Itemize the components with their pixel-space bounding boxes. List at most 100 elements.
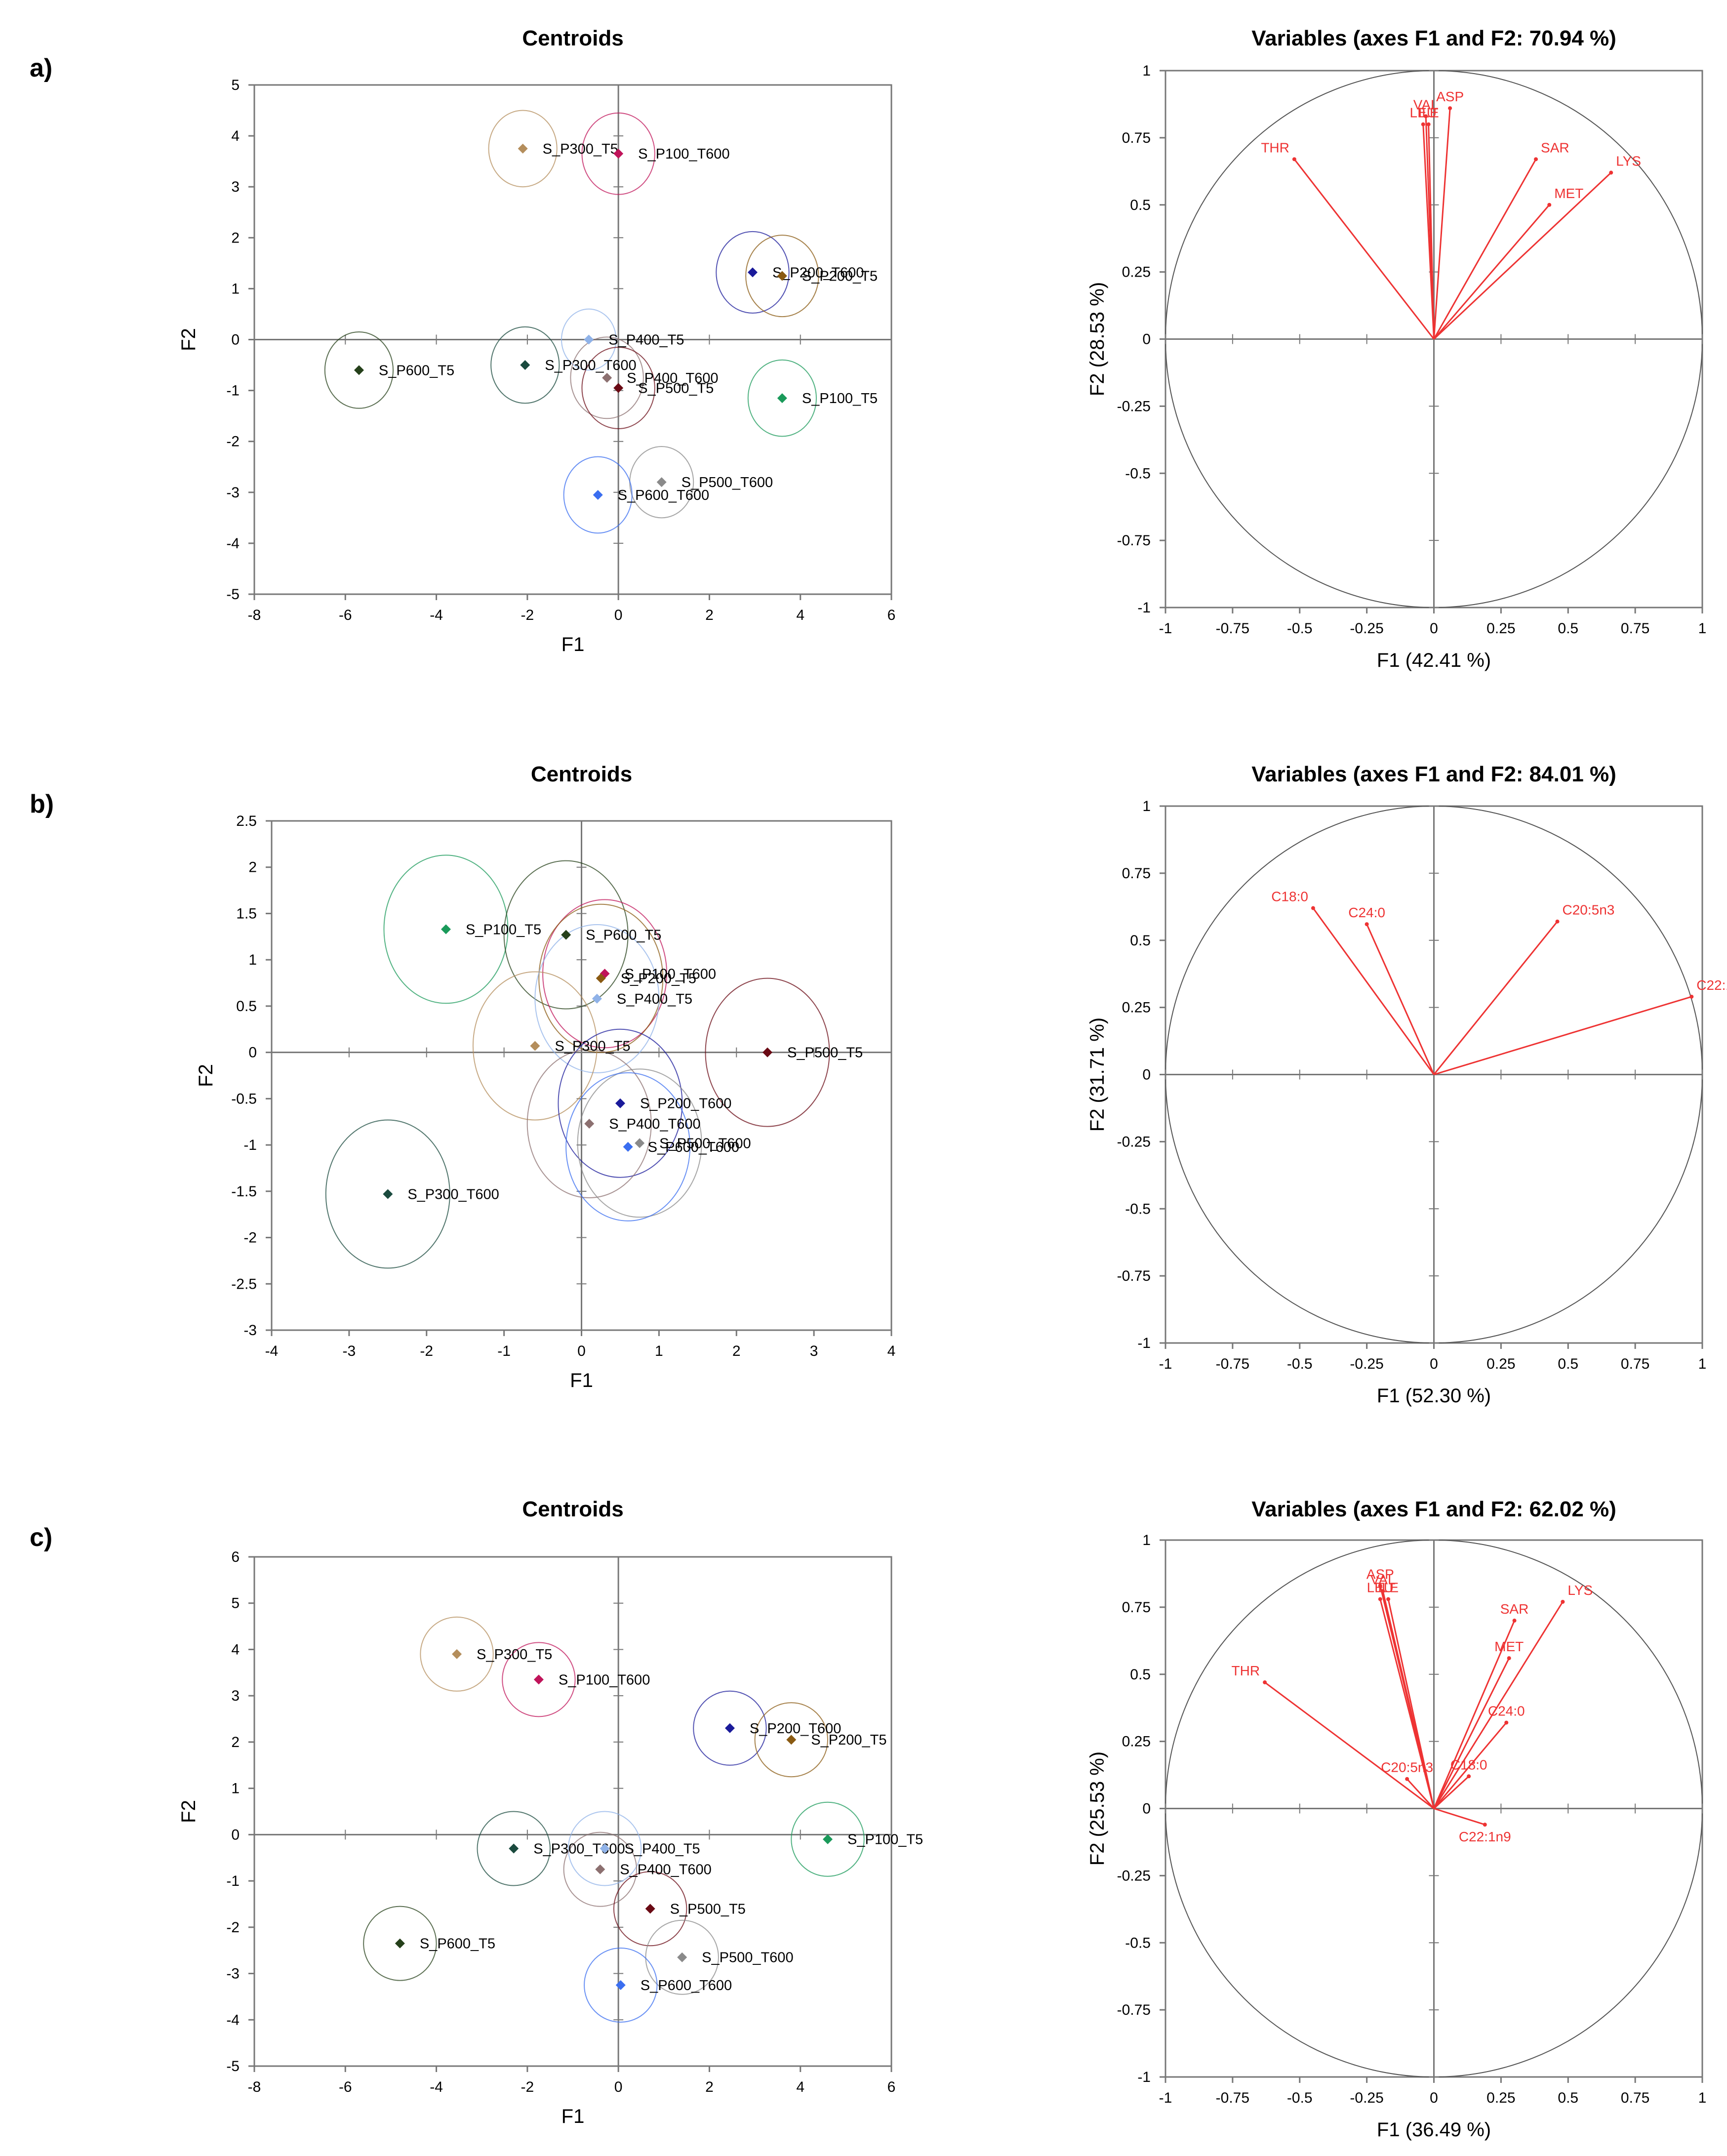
centroid-point <box>441 924 451 935</box>
loading-vector <box>1434 996 1692 1075</box>
x-tick-label: -0.75 <box>1216 620 1249 637</box>
centroid-point <box>635 1138 645 1148</box>
y-tick-label: 0.5 <box>1130 933 1151 949</box>
point-label: S_P100_T600 <box>638 146 729 162</box>
vector-tip <box>1561 1600 1565 1604</box>
x-tick-label: 0.5 <box>1558 2090 1578 2106</box>
vector-label: C20:5n3 <box>1563 902 1615 918</box>
vector-label: LYS <box>1567 1583 1593 1598</box>
point-label: S_P600_T600 <box>648 1139 739 1155</box>
vector-tip <box>1263 1680 1267 1685</box>
confidence-ellipse <box>567 1811 642 1886</box>
y-tick-label: 0 <box>1142 331 1151 348</box>
x-tick-label: 6 <box>887 607 896 623</box>
point-label: S_P400_T5 <box>617 991 692 1007</box>
x-tick-label: -0.5 <box>1287 1356 1313 1372</box>
x-axis-label: F1 (52.30 %) <box>1377 1385 1491 1407</box>
vector-tip <box>1311 906 1315 910</box>
point-label: S_P100_T5 <box>802 391 878 407</box>
point-label: S_P500_T600 <box>659 1136 751 1151</box>
x-tick-label: 3 <box>810 1343 818 1359</box>
x-tick-label: -8 <box>248 607 261 623</box>
chart-c-variables: Variables (axes F1 and F2: 62.02 %) -1 -0.… <box>1086 1497 1706 2141</box>
x-tick-label: 1 <box>1698 2090 1707 2106</box>
chart-a-centroids: Centroids -8 -6 -4 -2 0 2 4 6 -5 -4 -3 -2 -1 0 1 2 3 4 5 F1 F… <box>178 26 895 655</box>
point-label: S_P100_T600 <box>559 1672 650 1688</box>
y-tick-label: -0.25 <box>1117 1868 1151 1884</box>
y-tick-label: 0 <box>231 332 240 348</box>
point-label: S_P300_T600 <box>407 1186 499 1202</box>
x-tick-label: 2 <box>705 607 714 623</box>
y-tick-label: 0 <box>1142 1801 1151 1817</box>
x-tick-label: 0.5 <box>1558 620 1578 637</box>
point-label: S_P600_T5 <box>420 1936 495 1952</box>
point-label: S_P400_T600 <box>620 1862 711 1878</box>
y-tick-label: -0.75 <box>1117 1268 1151 1284</box>
y-tick-label: 1 <box>1142 1532 1151 1548</box>
loading-vector <box>1293 159 1435 340</box>
x-tick-label: -1 <box>1159 1356 1172 1372</box>
point-label: S_P500_T5 <box>787 1045 863 1061</box>
y-tick-label: -1 <box>1137 1335 1151 1351</box>
centroid-point <box>600 1843 610 1854</box>
vector-label: SAR <box>1500 1601 1529 1617</box>
vector-tip <box>1467 1774 1471 1779</box>
vector-tip <box>1448 106 1452 111</box>
confidence-ellipse <box>705 977 830 1127</box>
y-tick-label: -1 <box>226 1873 240 1889</box>
confidence-ellipse <box>420 1616 494 1692</box>
loading-vector <box>1433 921 1558 1075</box>
centroid-point <box>354 365 364 375</box>
x-tick-label: -2 <box>521 607 534 623</box>
centroid-point <box>823 1834 833 1844</box>
x-axis-label: F1 <box>562 2106 585 2127</box>
x-tick-label: 4 <box>796 2079 804 2095</box>
confidence-ellipse <box>490 326 560 404</box>
confidence-ellipse <box>584 1947 658 2023</box>
loading-vector <box>1433 172 1612 340</box>
y-tick-label: -1 <box>1137 2069 1151 2085</box>
point-label: S_P100_T5 <box>466 922 541 937</box>
loading-vector <box>1433 108 1451 339</box>
panel-label-a: a) <box>30 54 52 82</box>
y-tick-label: -0.5 <box>1125 465 1151 482</box>
x-tick-label: -2 <box>420 1343 433 1359</box>
x-tick-label: 2 <box>705 2079 714 2095</box>
vector-tip <box>1609 170 1613 175</box>
x-tick-label: -6 <box>339 2079 352 2095</box>
loading-vector <box>1434 1808 1486 1826</box>
y-tick-label: 3 <box>231 179 240 195</box>
vector-label: LEU <box>1410 105 1437 121</box>
centroid-point <box>584 1118 595 1129</box>
y-tick-label: -5 <box>226 2058 240 2075</box>
centroid-point <box>656 477 667 488</box>
confidence-ellipse <box>747 359 817 437</box>
y-tick-label: -3 <box>226 1966 240 1982</box>
y-tick-label: 0.5 <box>236 998 257 1015</box>
y-tick-label: 1 <box>1142 798 1151 814</box>
y-axis-label: F2 (31.71 %) <box>1086 1017 1108 1132</box>
confidence-ellipse <box>542 899 668 1049</box>
point-label: S_P200_T5 <box>811 1732 886 1748</box>
vector-label: VAL <box>1413 97 1439 112</box>
x-tick-label: 0.75 <box>1621 1356 1649 1372</box>
vector-label: VAL <box>1370 1572 1396 1587</box>
y-tick-label: -0.75 <box>1117 2002 1151 2018</box>
point-label: S_P300_T600 <box>545 358 636 373</box>
centroid-point <box>777 271 787 281</box>
y-tick-label: -0.5 <box>231 1091 257 1107</box>
y-tick-label: 0.75 <box>1122 1599 1151 1616</box>
confidence-ellipse <box>324 331 394 409</box>
vector-label: MET <box>1494 1639 1524 1654</box>
centroid-point <box>602 372 612 383</box>
vector-tip <box>1426 122 1431 126</box>
centroid-point <box>592 993 602 1004</box>
vector-tip <box>1378 1584 1382 1588</box>
chart-title: Centroids <box>522 26 623 50</box>
vector-label: ASP <box>1366 1566 1394 1582</box>
y-tick-label: -2 <box>226 1919 240 1936</box>
centroid-point <box>530 1041 540 1051</box>
loading-vector <box>1406 1778 1435 1809</box>
point-label: S_P300_T600 <box>533 1841 625 1857</box>
centroid-point <box>724 1723 735 1733</box>
